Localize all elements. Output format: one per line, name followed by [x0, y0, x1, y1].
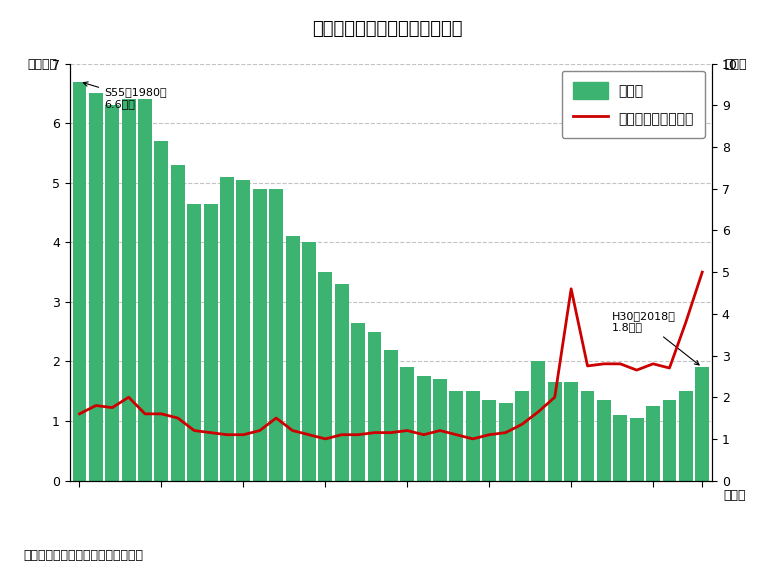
Bar — [580, 391, 594, 481]
Bar — [695, 368, 709, 481]
Bar — [302, 243, 316, 481]
Bar — [466, 391, 480, 481]
Bar — [204, 204, 217, 481]
Bar — [564, 382, 578, 481]
Bar — [630, 418, 644, 481]
Bar — [597, 400, 611, 481]
Bar — [384, 350, 398, 481]
Bar — [416, 376, 430, 481]
Bar — [105, 105, 119, 481]
Text: S55（1980）
6.6トン: S55（1980） 6.6トン — [84, 82, 166, 109]
Legend: 生産量, 国内自給率（右軸）: 生産量, 国内自給率（右軸） — [562, 71, 705, 138]
Bar — [318, 272, 332, 481]
Bar — [548, 382, 562, 481]
Bar — [220, 177, 234, 481]
Bar — [187, 204, 201, 481]
Bar — [138, 100, 152, 481]
Bar — [433, 379, 447, 481]
Bar — [482, 400, 496, 481]
Bar — [646, 406, 660, 481]
Text: （年）: （年） — [724, 489, 746, 502]
Bar — [73, 82, 87, 481]
Bar — [89, 93, 103, 481]
Bar — [679, 391, 693, 481]
Text: （トン）: （トン） — [27, 58, 57, 71]
Text: 資料：林野庁「特用林産基礎資料」: 資料：林野庁「特用林産基礎資料」 — [23, 549, 143, 562]
Bar — [269, 189, 283, 481]
Bar — [236, 180, 250, 481]
Bar — [286, 236, 300, 481]
Bar — [532, 361, 546, 481]
Bar — [122, 100, 135, 481]
Bar — [663, 400, 676, 481]
Bar — [334, 284, 348, 481]
Text: （％）: （％） — [724, 58, 747, 71]
Text: 国産漆の生産量と自給率の推移: 国産漆の生産量と自給率の推移 — [312, 20, 462, 38]
Bar — [368, 332, 382, 481]
Text: H30（2018）
1.8トン: H30（2018） 1.8トン — [612, 311, 699, 365]
Bar — [613, 415, 627, 481]
Bar — [171, 165, 185, 481]
Bar — [155, 141, 169, 481]
Bar — [400, 368, 414, 481]
Bar — [351, 323, 365, 481]
Bar — [450, 391, 464, 481]
Bar — [498, 403, 512, 481]
Bar — [515, 391, 529, 481]
Bar — [253, 189, 267, 481]
